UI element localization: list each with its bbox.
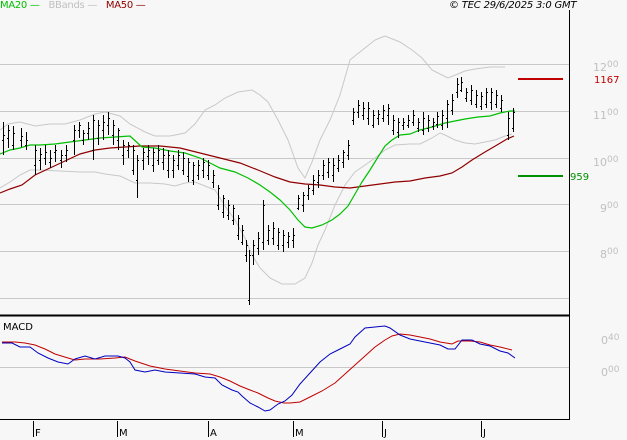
- x-axis-month-apr: A: [210, 428, 217, 439]
- legend-ma50: MA50 —: [105, 0, 146, 11]
- support-level-value: 959: [570, 172, 590, 183]
- legend-bbands: BBands —: [48, 0, 98, 11]
- x-axis-month-jul: J: [483, 428, 486, 439]
- x-axis-month-feb: F: [35, 428, 41, 439]
- bband-upper-line: [0, 35, 505, 180]
- price-axis-label-1200: 1200: [593, 60, 619, 74]
- macd-signal-line: [2, 333, 513, 404]
- macd-panel-title: MACD: [3, 322, 33, 333]
- resistance-level-value: 1167: [594, 75, 620, 86]
- price-axis-label-1100: 1100: [593, 108, 619, 122]
- chart-frame: [0, 10, 570, 420]
- macd-axis-label-000: 000: [601, 365, 620, 379]
- price-gridlines: [0, 64, 569, 368]
- price-axis-label-800: 800: [600, 247, 619, 261]
- legend-ma20: MA20 —: [0, 0, 40, 11]
- ma50-line: [0, 135, 515, 194]
- copyright-timestamp: © TEC 29/6/2025 3:0 GMT: [449, 0, 577, 11]
- price-axis-label-900: 900: [600, 201, 619, 215]
- ohlc-bars: [2, 77, 515, 305]
- x-axis-month-jun: J: [384, 428, 387, 439]
- macd-line: [2, 325, 516, 412]
- price-axis-label-1000: 1000: [593, 155, 619, 169]
- macd-axis-label-040: 040: [601, 333, 620, 347]
- x-axis-month-mar: M: [119, 428, 128, 439]
- bband-lower-line: [0, 132, 513, 285]
- x-axis-month-may: M: [295, 428, 304, 439]
- chart-legend: MA20 — BBands — MA50 —: [0, 0, 152, 12]
